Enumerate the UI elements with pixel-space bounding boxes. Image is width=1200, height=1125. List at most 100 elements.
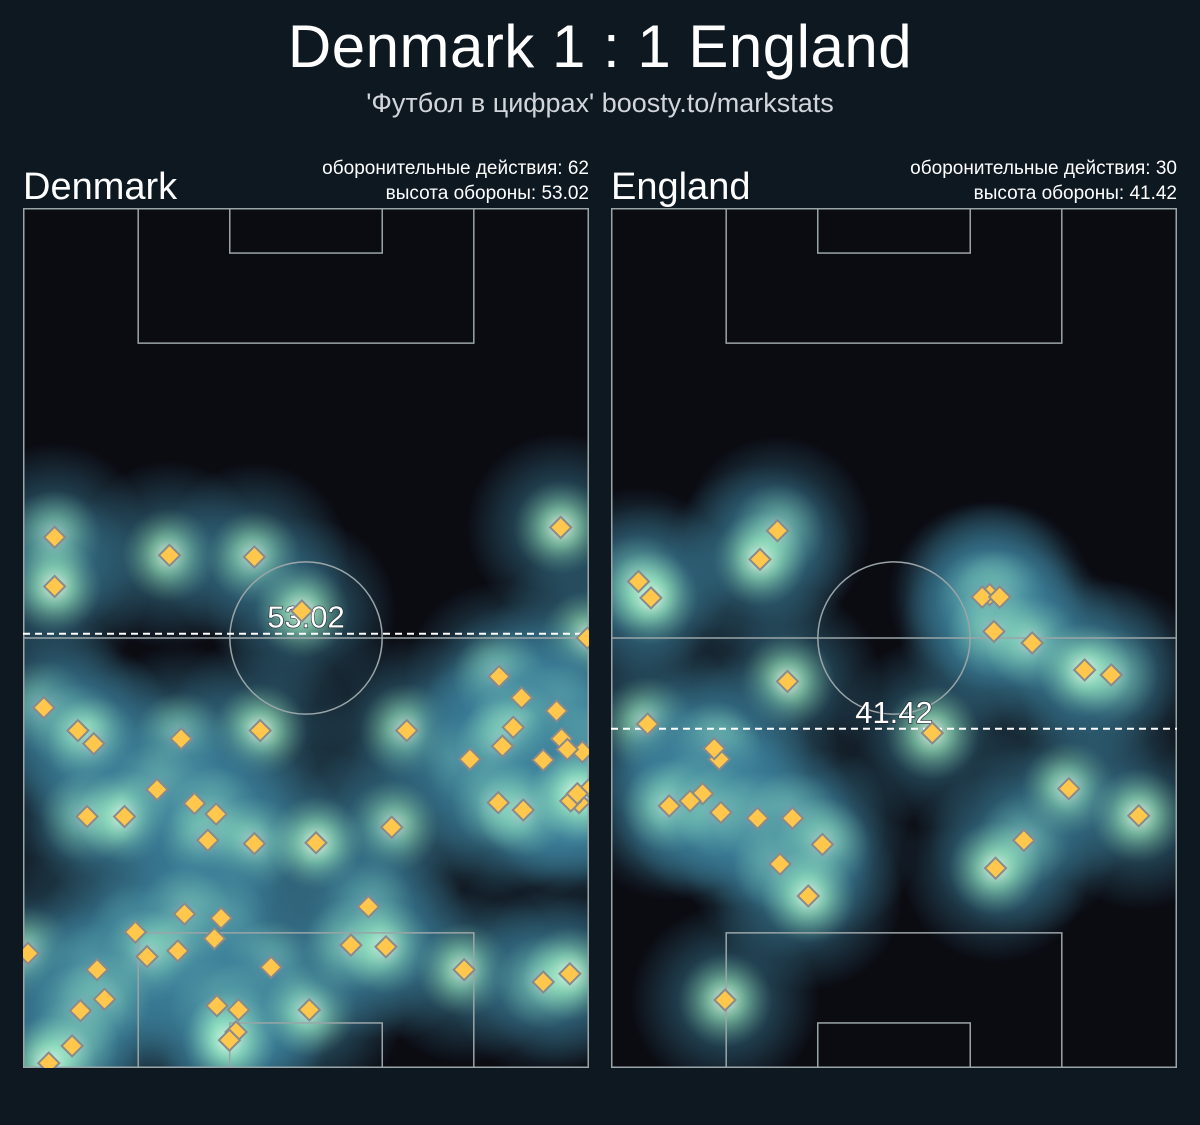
defensive-action-marker [987,585,1012,609]
defensive-action-marker [339,933,363,958]
goal-area-bottom [817,1022,971,1068]
defense-height-denmark: высота обороны: 53.02 [385,183,589,204]
defensive-action-marker [920,721,945,745]
defensive-action-marker [1072,658,1097,682]
defensive-action-marker [165,938,190,963]
defensive-action-marker [458,747,482,772]
heat-blob [474,878,589,1068]
defensive-action-marker [42,525,67,550]
heat-blob [1043,720,1177,911]
defensive-action-marker [970,585,995,609]
defensive-action-marker [487,664,512,689]
defensive-action-marker [531,748,556,772]
defensive-action-marker [639,585,663,610]
defensive-action-marker [768,852,792,876]
defensive-action-marker [85,957,109,982]
defensive-action-marker [373,934,398,959]
defensive-action-markers [23,515,589,1068]
center-circle [229,561,383,715]
defensive-action-marker [259,955,283,980]
defensive-action-marker [112,804,137,829]
defensive-action-marker [452,957,477,982]
defensive-action-markers [626,518,1151,1012]
page-title: Denmark 1 : 1 England [287,13,913,80]
defensive-action-marker [204,802,229,827]
defensive-action-marker [394,718,419,743]
defensive-action-marker [490,734,515,759]
defensive-action-marker [626,569,651,594]
stats-denmark: оборонительные действия: 62 высота оборо… [322,156,589,206]
defensive-action-marker [195,828,220,853]
team-name-england: England [611,166,751,208]
defensive-action-marker [356,894,381,919]
defensive-action-marker [31,695,56,720]
defensive-action-marker [75,804,100,829]
defensive-action-marker [1099,662,1124,687]
penalty-area-top [725,208,1063,344]
defensive-action-marker [242,545,267,569]
defensive-action-marker [242,831,267,856]
defensive-action-marker [981,619,1006,644]
defensive-action-marker [555,737,580,762]
defensive-action-marker [657,793,682,818]
defensive-action-marker [157,543,182,568]
defensive-action-marker [1020,631,1045,655]
defensive-action-marker [92,987,117,1012]
center-circle [817,561,971,715]
defensive-action-marker [36,1051,61,1068]
defensive-action-marker [983,856,1008,881]
defensive-action-marker [217,1028,242,1053]
defensive-action-marker [304,830,328,855]
defense-height-label: 41.42 [855,695,933,730]
defensive-action-marker [775,669,800,694]
penalty-area-top [137,208,475,344]
defensive-action-marker [544,698,569,723]
pitch-england: 41.42 [611,208,1177,1068]
defensive-action-marker [678,789,702,813]
defensive-actions-denmark: оборонительные действия: 62 [322,158,589,179]
page-subtitle: 'Футбол в цифрах' boosty.to/markstats [366,88,834,118]
defensive-action-marker [202,926,227,951]
defense-height-england: высота обороны: 41.42 [973,183,1177,204]
england-panel: England оборонительные действия: 30 высо… [611,150,1177,1070]
defensive-action-marker [66,718,90,743]
defensive-action-marker [169,726,194,751]
defensive-action-marker [1056,776,1081,801]
defensive-action-marker [379,815,404,840]
defensive-action-marker [145,777,169,802]
stats-england: оборонительные действия: 30 высота оборо… [910,156,1177,206]
defensive-action-marker [708,800,733,825]
defensive-action-marker [565,781,589,806]
defensive-action-marker [42,574,67,599]
defensive-action-marker [60,1033,85,1058]
defensive-action-marker [135,944,159,969]
defensive-actions-england: оборонительные действия: 30 [910,158,1177,179]
defensive-action-marker [226,997,251,1022]
defensive-action-marker [23,941,40,966]
defensive-action-marker [548,515,573,540]
defensive-action-marker [796,884,821,908]
defensive-action-marker [1126,803,1151,828]
defensive-action-marker [765,518,790,543]
team-name-denmark: Denmark [23,166,178,208]
defensive-action-marker [248,718,273,743]
defensive-action-marker [289,599,314,623]
defensive-action-marker [780,806,805,831]
defensive-action-marker [745,806,770,831]
defensive-action-marker [297,997,322,1022]
defensive-action-marker [702,736,727,761]
defensive-action-marker [205,993,229,1018]
defensive-action-marker [68,998,93,1023]
defensive-action-marker [182,791,207,816]
defensive-action-marker [531,970,556,994]
goal-area-top [817,208,971,254]
defensive-action-marker [501,715,526,740]
defensive-action-marker [810,832,835,857]
denmark-panel: Denmark оборонительные действия: 62 высо… [23,150,589,1070]
defensive-action-marker [511,798,536,822]
defensive-action-marker [509,685,534,710]
defensive-action-marker [81,731,106,756]
defensive-action-marker [209,906,234,931]
pitch-denmark: 53.02 [23,208,589,1068]
defensive-action-marker [575,626,589,650]
